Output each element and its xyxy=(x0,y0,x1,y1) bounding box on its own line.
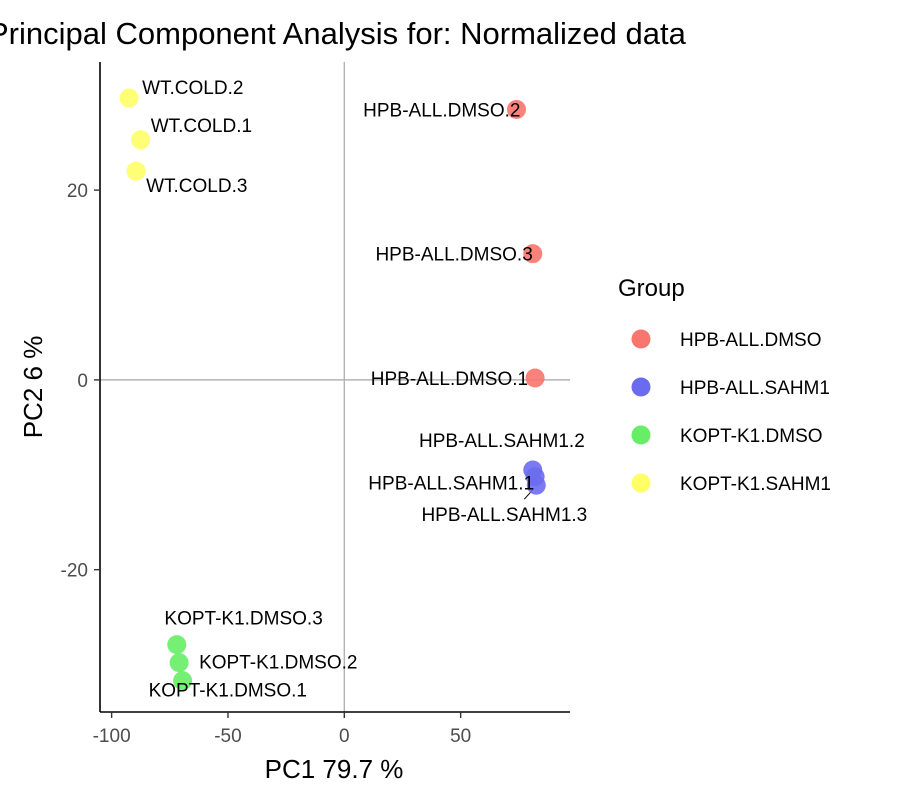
legend-label: KOPT-K1.DMSO xyxy=(680,426,823,447)
data-point xyxy=(131,130,151,150)
data-point xyxy=(169,653,189,673)
x-axis-ticks: -100 -50 0 50 xyxy=(93,712,471,747)
point-label: HPB-ALL.DMSO.2 xyxy=(363,100,520,121)
y-tick-label: 20 xyxy=(67,181,88,202)
point-label: HPB-ALL.SAHM1.1 xyxy=(368,474,534,495)
x-axis-title: PC1 79.7 % xyxy=(265,754,404,784)
data-point xyxy=(119,88,139,108)
data-point xyxy=(526,475,546,495)
legend-title: Group xyxy=(618,275,685,302)
point-label: KOPT-K1.DMSO.2 xyxy=(199,653,357,674)
data-points xyxy=(119,88,546,691)
x-tick-label: -100 xyxy=(93,726,131,747)
point-label: KOPT-K1.DMSO.1 xyxy=(149,681,307,702)
data-point xyxy=(126,161,146,181)
data-point xyxy=(173,671,193,691)
y-tick-label: 0 xyxy=(77,371,88,392)
data-point xyxy=(506,99,526,119)
legend-label: KOPT-K1.SAHM1 xyxy=(680,474,831,495)
point-label: HPB-ALL.DMSO.1 xyxy=(371,369,528,390)
point-label: HPB-ALL.SAHM1.3 xyxy=(421,505,587,526)
point-label: HPB-ALL.SAHM1.2 xyxy=(419,431,585,452)
legend-label: HPB-ALL.DMSO xyxy=(680,330,821,351)
point-label: WT.COLD.3 xyxy=(146,176,247,197)
point-label: KOPT-K1.DMSO.3 xyxy=(164,609,322,630)
y-axis-title: PC2 6 % xyxy=(18,336,48,439)
data-point xyxy=(525,368,545,388)
data-point xyxy=(523,244,543,264)
y-axis-ticks: -20 0 20 xyxy=(61,181,100,582)
chart-title: Principal Component Analysis for: Normal… xyxy=(0,16,687,51)
legend-key xyxy=(631,329,651,349)
point-label: WT.COLD.1 xyxy=(151,116,252,137)
legend-key xyxy=(631,473,651,493)
x-tick-label: 50 xyxy=(450,726,471,747)
legend-key xyxy=(631,425,651,445)
point-label: WT.COLD.2 xyxy=(142,78,243,99)
point-label: HPB-ALL.DMSO.3 xyxy=(375,245,532,266)
legend-key xyxy=(631,377,651,397)
legend: Group HPB-ALL.DMSO HPB-ALL.SAHM1 KOPT-K1.D… xyxy=(618,275,831,495)
point-labels: HPB-ALL.DMSO.2 HPB-ALL.DMSO.3 HPB-ALL.DMSO… xyxy=(142,78,587,702)
x-tick-label: 0 xyxy=(339,726,350,747)
legend-entries: HPB-ALL.DMSO HPB-ALL.SAHM1 KOPT-K1.DMSO KOP… xyxy=(631,329,831,495)
x-tick-label: -50 xyxy=(214,726,241,747)
y-tick-label: -20 xyxy=(61,561,88,582)
legend-label: HPB-ALL.SAHM1 xyxy=(680,378,830,399)
data-point xyxy=(167,635,187,655)
